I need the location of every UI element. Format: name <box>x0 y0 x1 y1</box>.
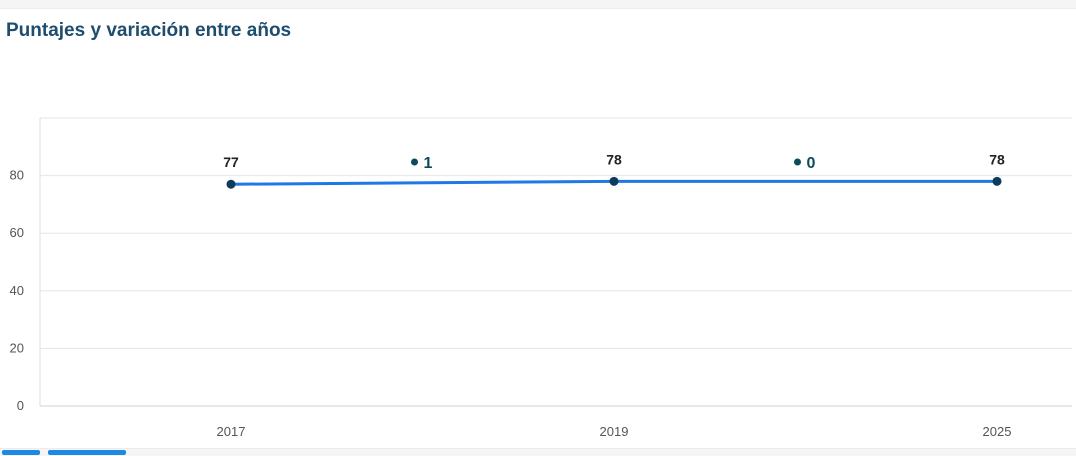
y-tick-label-60: 60 <box>10 225 24 240</box>
data-point-2017 <box>226 179 236 189</box>
y-tick-label-20: 20 <box>10 340 24 355</box>
top-header-strip <box>0 0 1076 9</box>
data-label-2019: 78 <box>606 151 622 167</box>
data-point-2019 <box>609 176 619 186</box>
y-tick-label-0: 0 <box>17 398 24 413</box>
data-point-2025 <box>992 176 1002 186</box>
variation-label-0: 1 <box>424 155 433 172</box>
x-tick-label-2025: 2025 <box>983 424 1012 439</box>
data-points <box>226 176 1002 189</box>
variation-label-1: 0 <box>807 155 816 172</box>
data-label-2025: 78 <box>989 151 1005 167</box>
y-tick-label-80: 80 <box>10 168 24 183</box>
y-axis-tick-labels: 0 20 40 60 80 <box>10 168 24 413</box>
grid-lines <box>39 117 1072 407</box>
variation-dot-1 <box>794 158 801 166</box>
x-tick-label-2019: 2019 <box>600 424 629 439</box>
data-label-2017: 77 <box>223 154 239 170</box>
bottom-footer-strip <box>0 448 1076 456</box>
x-axis-tick-labels: 2017 2019 2025 <box>217 424 1012 439</box>
chart-card-title: Puntajes y variación entre años <box>6 20 292 41</box>
data-labels: 77 78 78 <box>223 151 1005 170</box>
footer-tab-indicator-2 <box>48 450 126 455</box>
variation-dot-0 <box>411 158 418 166</box>
y-tick-label-40: 40 <box>10 283 24 298</box>
x-tick-label-2017: 2017 <box>217 424 246 439</box>
footer-tab-indicator-1 <box>2 450 40 455</box>
